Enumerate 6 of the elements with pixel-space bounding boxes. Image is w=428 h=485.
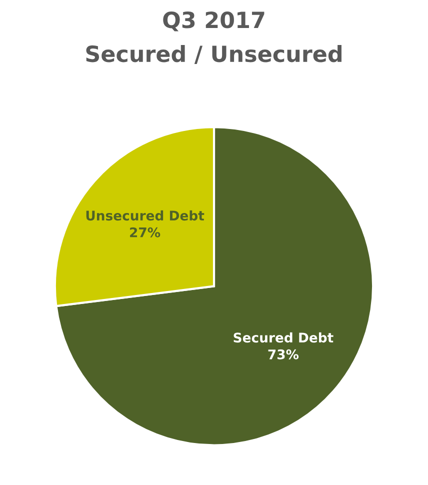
data-label: 27% xyxy=(130,227,160,238)
slice-label: Unsecured Debt xyxy=(86,210,204,221)
slice-label: Secured Debt xyxy=(234,332,334,343)
chart-subtitle: Secured / Unsecured xyxy=(86,45,342,64)
data-label: 73% xyxy=(268,349,299,360)
chart-title: Q3 2017 xyxy=(163,11,264,32)
